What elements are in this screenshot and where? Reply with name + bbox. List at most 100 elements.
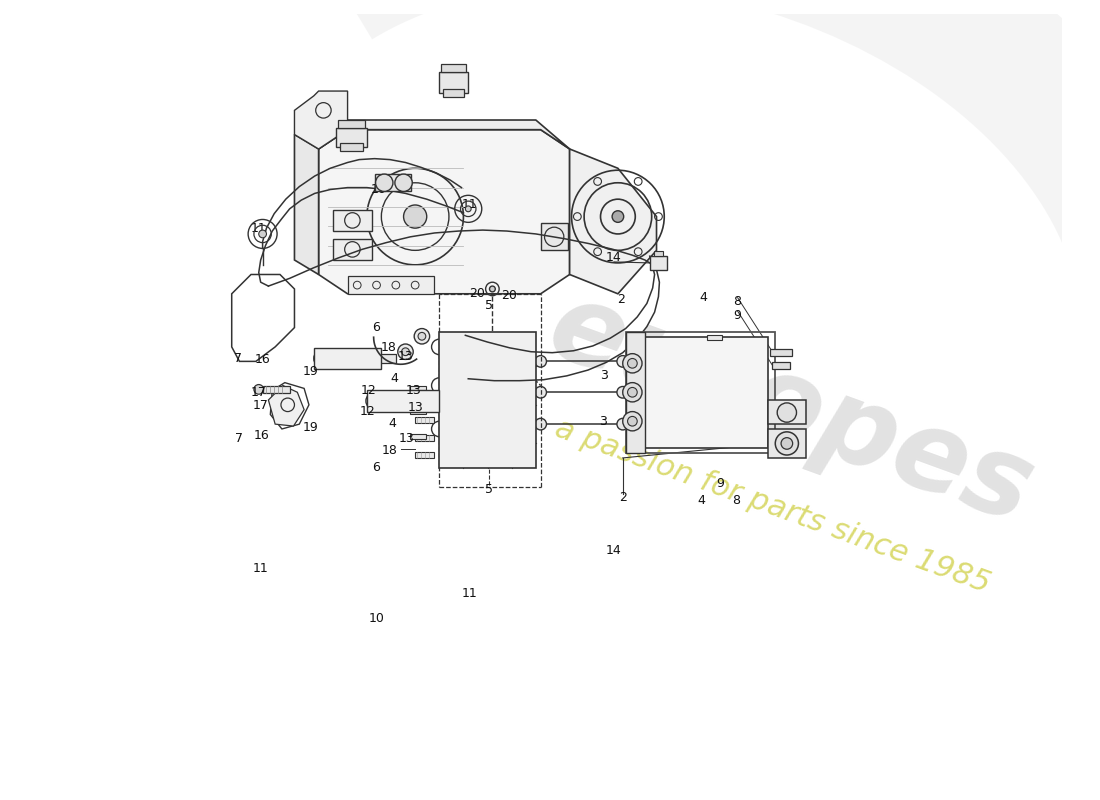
Circle shape (314, 349, 333, 368)
Text: 20: 20 (500, 290, 517, 302)
Bar (333, 210, 372, 231)
Bar (338, 120, 365, 128)
Circle shape (623, 354, 642, 373)
Text: 19: 19 (302, 365, 319, 378)
Text: 8: 8 (734, 295, 741, 308)
Circle shape (781, 438, 793, 450)
Bar (439, 72, 469, 93)
Text: 18: 18 (382, 444, 398, 457)
Circle shape (628, 358, 637, 368)
Text: 16: 16 (255, 353, 271, 366)
Circle shape (402, 348, 409, 355)
Circle shape (776, 432, 799, 455)
Text: europes: europes (536, 273, 1048, 546)
Circle shape (617, 386, 628, 398)
Text: 7: 7 (235, 432, 243, 445)
Circle shape (404, 205, 427, 228)
Bar (626, 333, 776, 453)
Text: 16: 16 (254, 430, 270, 442)
Text: 3: 3 (601, 370, 608, 382)
Bar (768, 429, 806, 458)
Bar (348, 277, 435, 294)
Text: 12: 12 (361, 384, 376, 397)
Bar (340, 143, 363, 151)
Text: 4: 4 (698, 291, 707, 304)
Text: 2: 2 (619, 491, 627, 504)
Circle shape (623, 382, 642, 402)
Bar (626, 333, 645, 453)
Circle shape (418, 333, 426, 340)
Circle shape (778, 403, 796, 422)
Circle shape (319, 354, 328, 363)
Circle shape (358, 349, 376, 368)
Circle shape (535, 386, 547, 398)
Text: 13: 13 (398, 432, 415, 445)
Polygon shape (295, 134, 319, 274)
Text: 9: 9 (716, 478, 724, 490)
Circle shape (535, 418, 547, 430)
Text: 2: 2 (617, 293, 625, 306)
Polygon shape (570, 149, 657, 294)
Text: 11: 11 (251, 222, 266, 234)
Text: 5: 5 (484, 483, 493, 496)
Text: 6: 6 (373, 461, 381, 474)
Text: 20: 20 (469, 287, 485, 300)
Bar (632, 338, 768, 448)
Bar (439, 333, 536, 467)
Circle shape (258, 230, 266, 238)
Circle shape (465, 422, 481, 437)
Bar (367, 390, 439, 411)
Bar (441, 64, 466, 72)
Text: 17: 17 (251, 386, 266, 398)
Bar (333, 238, 372, 260)
Bar (541, 223, 568, 250)
Circle shape (383, 392, 399, 410)
Circle shape (487, 376, 507, 395)
Polygon shape (319, 130, 570, 294)
Circle shape (617, 418, 628, 430)
Circle shape (465, 206, 471, 212)
Circle shape (395, 174, 412, 191)
Circle shape (460, 415, 486, 442)
Circle shape (623, 411, 642, 431)
Circle shape (375, 174, 393, 191)
Bar (443, 89, 464, 97)
Text: 13: 13 (407, 402, 424, 414)
Circle shape (460, 372, 486, 399)
Bar (770, 349, 792, 355)
Text: 13: 13 (397, 350, 414, 363)
Text: 13: 13 (405, 384, 421, 397)
Circle shape (617, 355, 628, 367)
Bar (415, 452, 434, 458)
Text: 11: 11 (461, 198, 477, 210)
Bar (376, 354, 396, 363)
Text: 11: 11 (253, 562, 268, 575)
Circle shape (628, 417, 637, 426)
Bar (314, 348, 382, 369)
Text: 7: 7 (233, 352, 242, 365)
Circle shape (254, 385, 264, 394)
Text: 11: 11 (461, 586, 477, 599)
Bar (772, 362, 790, 369)
Text: 4: 4 (388, 417, 396, 430)
Bar (410, 386, 426, 390)
Circle shape (487, 338, 507, 357)
Bar (375, 174, 411, 191)
Circle shape (535, 355, 547, 367)
Circle shape (460, 334, 486, 361)
Bar (706, 335, 723, 340)
Text: 12: 12 (360, 405, 376, 418)
Text: 14: 14 (606, 250, 621, 264)
Text: 17: 17 (253, 399, 268, 412)
Circle shape (362, 354, 372, 363)
Text: 6: 6 (373, 321, 381, 334)
Circle shape (465, 339, 481, 354)
Text: 5: 5 (484, 299, 493, 312)
Circle shape (612, 210, 624, 222)
Text: 3: 3 (600, 414, 607, 428)
Bar (263, 386, 289, 394)
Polygon shape (232, 274, 295, 362)
Text: 4: 4 (697, 494, 705, 507)
Bar (410, 434, 426, 438)
Circle shape (370, 396, 379, 406)
